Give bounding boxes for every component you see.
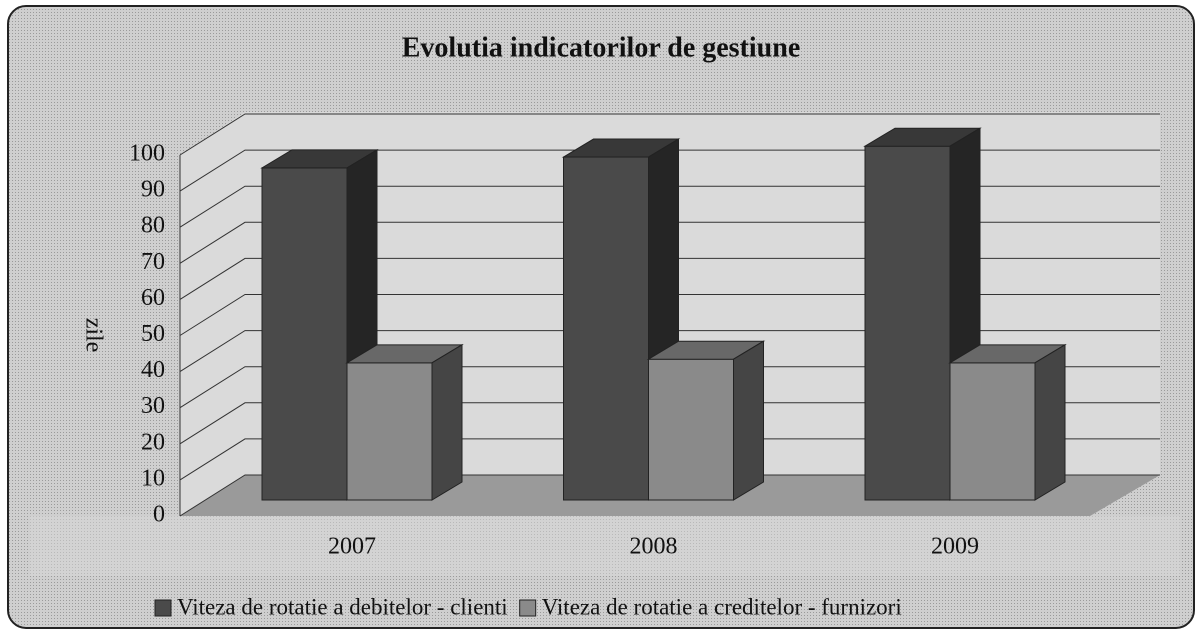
y-tick-label: 90 [141,177,165,203]
y-tick-label: 20 [141,429,165,455]
grid-line [179,474,1160,517]
legend-label: Viteza de rotatie a creditelor - furnizo… [542,594,902,619]
x-tick-label: 2008 [630,534,678,560]
y-tick-label: 0 [153,502,165,528]
grid-line [179,221,1160,264]
y-tick-label: 100 [129,141,165,167]
y-tick-label: 10 [141,465,165,491]
x-tick-label: 2009 [931,534,979,560]
y-tick-label: 70 [141,249,165,275]
bar [864,145,951,501]
grid-line [179,330,1160,373]
bar-side [431,343,463,501]
bar-side [733,340,764,501]
bar [949,362,1036,501]
x-tick-label: 2007 [328,534,376,560]
bar [648,358,734,501]
legend-swatch [154,599,172,617]
y-tick-label: 50 [141,321,165,347]
grid-line [179,294,1160,336]
legend-label: Viteza de rotatie a debitelor - clienti [177,594,508,619]
grid-line [179,366,1160,409]
grid-line [179,113,1160,156]
grid-line [179,149,1160,192]
bar [346,362,433,501]
bar-side [1034,343,1066,501]
bar [261,167,348,501]
y-tick-label: 30 [141,393,165,419]
y-tick-label: 60 [141,285,165,311]
grid-line [179,257,1160,300]
grid-line [179,438,1160,481]
legend-swatch [519,599,537,617]
floor-band [30,516,1180,576]
y-axis-label: zile [80,318,106,353]
y-tick-label: 40 [141,357,165,383]
grid-line [179,185,1160,228]
grid-line [179,402,1160,445]
bar [563,156,649,501]
y-tick-label: 80 [141,213,165,239]
chart-title: Evolutia indicatorilor de gestiune [402,32,801,63]
